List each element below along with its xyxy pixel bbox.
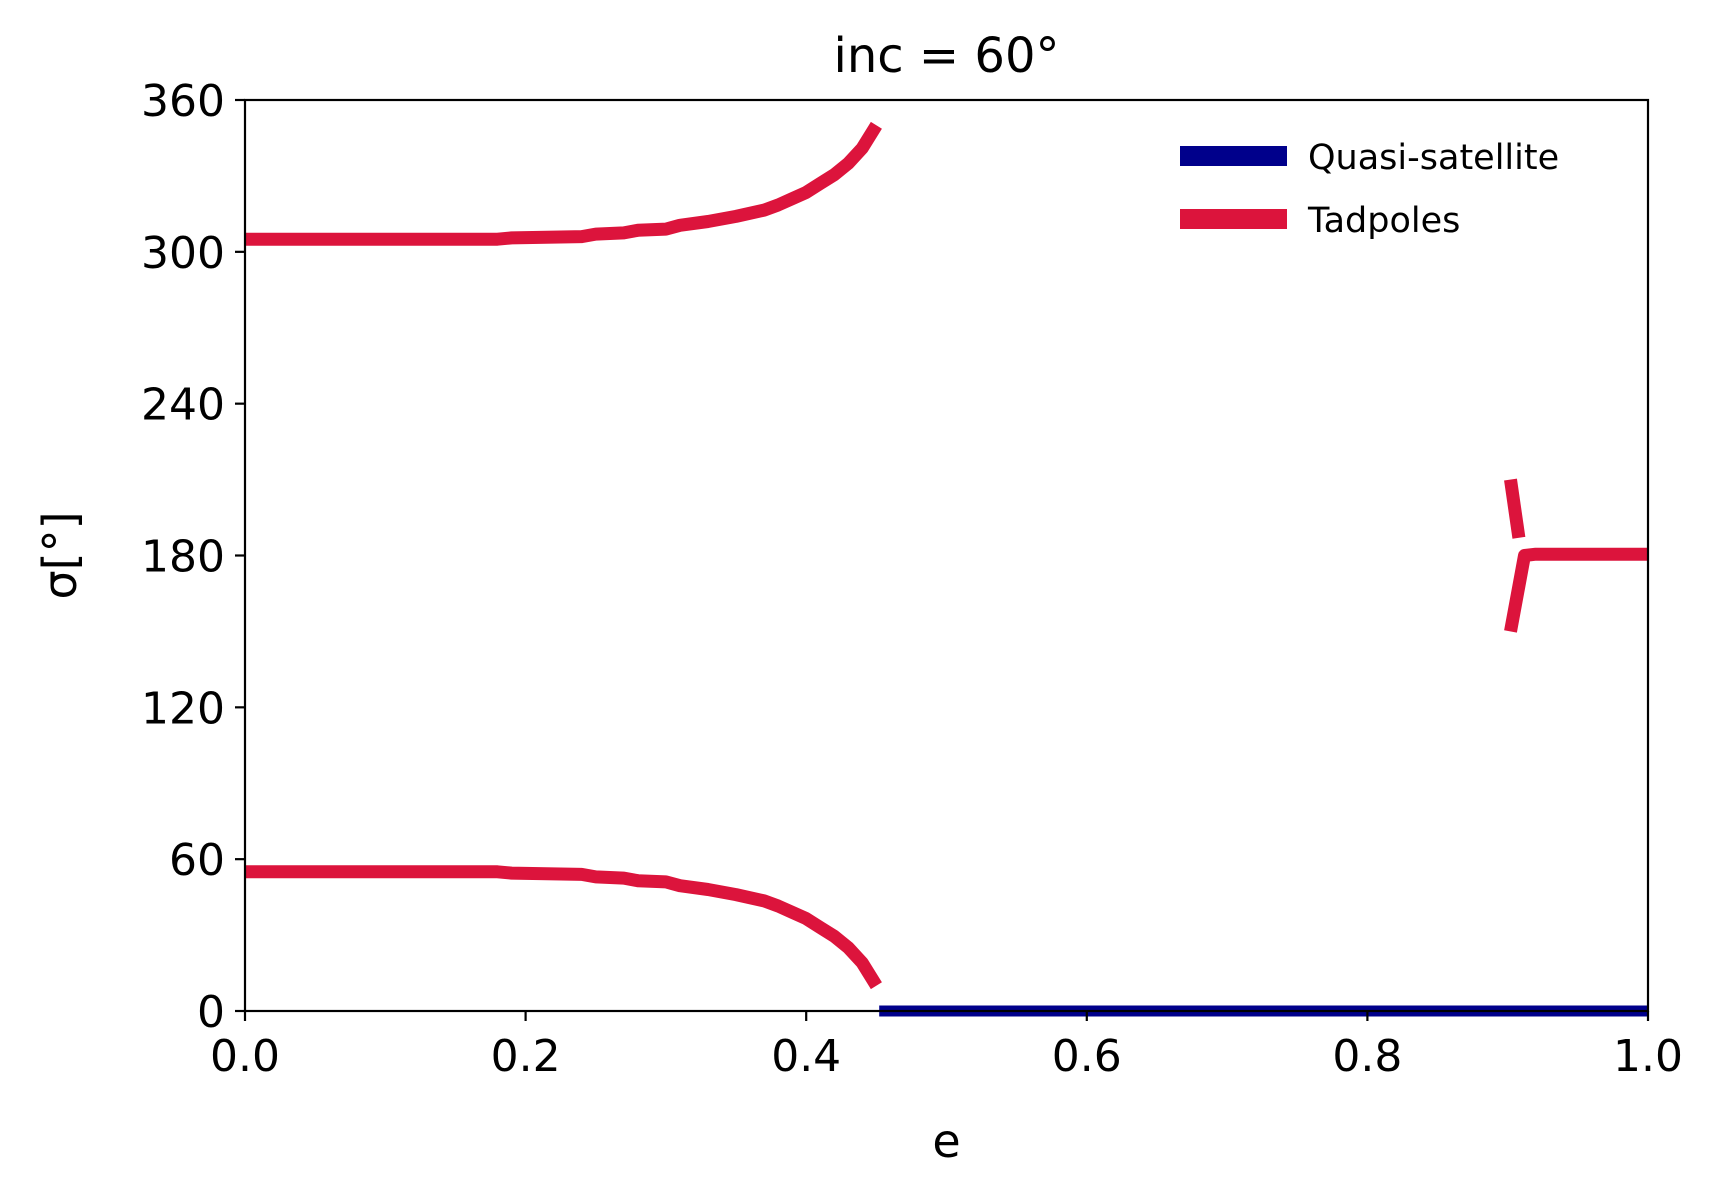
y-tick-label: 120 [141,683,225,734]
y-tick-label: 0 [197,987,225,1038]
series-line-tadpoles-3 [1504,478,1526,539]
x-tick-label: 0.0 [210,1031,280,1082]
y-tick-label: 180 [141,532,225,583]
y-tick-label: 300 [141,228,225,279]
legend: Quasi-satellite Tadpoles [1180,138,1559,241]
series-line-tadpoles-0 [245,865,882,990]
x-tick-label: 1.0 [1613,1031,1683,1082]
series-line-tadpoles-1 [245,121,882,246]
y-tick-label: 360 [141,76,225,127]
chart-title: inc = 60° [834,28,1060,84]
x-axis-label: e [932,1114,960,1168]
y-tick-label: 60 [169,835,225,886]
legend-label-quasi-satellite: Quasi-satellite [1308,138,1559,178]
y-axis-label: σ[°] [33,511,87,599]
x-tick-label: 0.2 [491,1031,561,1082]
series-line-tadpoles-2 [1504,547,1648,633]
x-tick-label: 0.4 [771,1031,841,1082]
x-tick-label: 0.6 [1052,1031,1122,1082]
x-tick-label: 0.8 [1332,1031,1402,1082]
legend-label-tadpoles: Tadpoles [1307,201,1460,241]
tick-layer: 0.0 0.2 0.4 0.6 0.8 1.0 0 60 120 180 240 300 360 [141,76,1683,1082]
y-tick-label: 240 [141,380,225,431]
